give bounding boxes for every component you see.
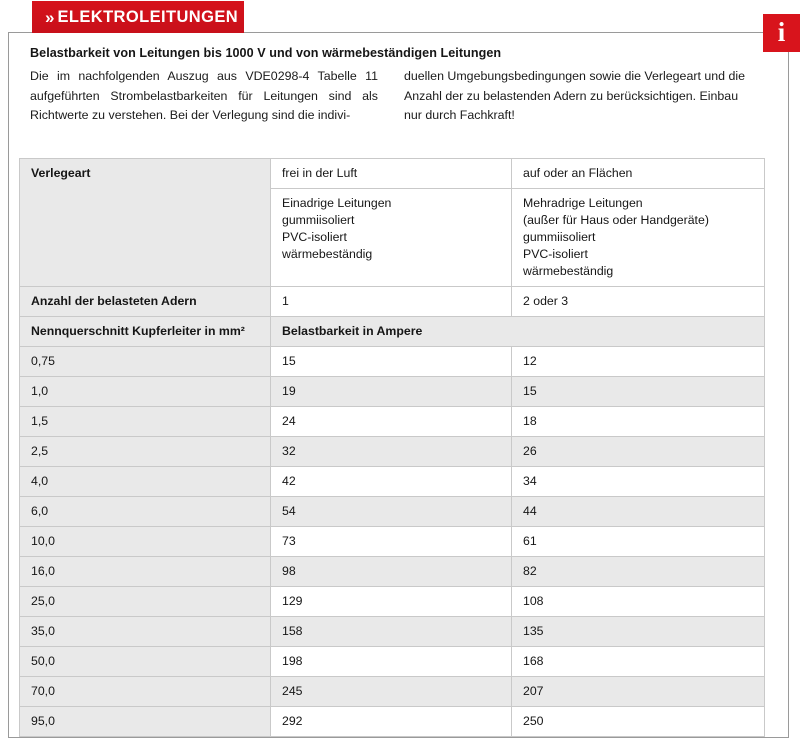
section-title: ELEKTROLEITUNGEN [57, 7, 239, 26]
cell-on_surface: 61 [511, 526, 765, 557]
intro-block: Belastbarkeit von Leitungen bis 1000 V u… [30, 46, 752, 126]
table-row-verlegeart: Verlegeart frei in der Luft auf oder an … [19, 158, 765, 287]
cell-adern-free-air: 1 [270, 286, 512, 317]
cell-free_air: 54 [270, 496, 512, 527]
cell-free_air: 19 [270, 376, 512, 407]
cell-adern-label: Anzahl der belasteten Adern [19, 286, 271, 317]
cell-on_surface: 168 [511, 646, 765, 677]
table-row: 70,0 245 207 [19, 676, 765, 707]
cell-cross_section: 95,0 [19, 706, 271, 737]
cell-free_air: 129 [270, 586, 512, 617]
intro-column-left: Die im nachfolgenden Auszug aus VDE0298-… [30, 67, 378, 126]
cell-on_surface: 82 [511, 556, 765, 587]
cell-cross_section: 70,0 [19, 676, 271, 707]
cell-on_surface: 135 [511, 616, 765, 647]
cell-free_air: 15 [270, 346, 512, 377]
table-data-body: 0,75 15 12 1,0 19 15 1,5 24 18 2,5 32 26 4,0 42 34 6,0 5… [19, 346, 765, 737]
cell-cross_section: 4,0 [19, 466, 271, 497]
table-row: 1,0 19 15 [19, 376, 765, 407]
cell-cross_section: 1,5 [19, 406, 271, 437]
cell-types-on-surface: Mehradrige Leitungen (außer für Haus ode… [511, 188, 765, 287]
cell-on_surface: 18 [511, 406, 765, 437]
cell-cross_section: 6,0 [19, 496, 271, 527]
table-row-nennquerschnitt: Nennquerschnitt Kupferleiter in mm² Bela… [19, 316, 765, 347]
cell-free_air: 42 [270, 466, 512, 497]
cell-on_surface: 44 [511, 496, 765, 527]
intro-column-right: duellen Umgebungsbedingungen sowie die V… [404, 67, 752, 126]
cell-verlegeart-free-air: frei in der Luft [270, 158, 512, 189]
intro-text-right: duellen Umgebungsbedingungen sowie die V… [404, 69, 745, 122]
cell-belastbarkeit-label: Belastbarkeit in Ampere [270, 316, 765, 347]
table-row: 2,5 32 26 [19, 436, 765, 467]
cell-on_surface: 15 [511, 376, 765, 407]
cell-verlegeart-label: Verlegeart [19, 158, 271, 287]
cell-free_air: 158 [270, 616, 512, 647]
cell-cross_section: 35,0 [19, 616, 271, 647]
ampacity-table: Verlegeart frei in der Luft auf oder an … [19, 158, 765, 737]
table-row: 6,0 54 44 [19, 496, 765, 527]
intro-text-left: Die im nachfolgenden Auszug aus VDE0298-… [30, 69, 378, 122]
cell-types-free-air: Einadrige Leitungen gummiisoliert PVC-is… [270, 188, 512, 287]
cell-on_surface: 34 [511, 466, 765, 497]
cell-cross_section: 2,5 [19, 436, 271, 467]
info-glyph: i [777, 16, 786, 47]
intro-heading: Belastbarkeit von Leitungen bis 1000 V u… [30, 46, 502, 60]
table-row-types: Einadrige Leitungen gummiisoliert PVC-is… [20, 188, 765, 287]
table-row: 95,0 292 250 [19, 706, 765, 737]
table-row-adern: Anzahl der belasteten Adern 1 2 oder 3 [19, 286, 765, 317]
cell-free_air: 32 [270, 436, 512, 467]
table-row: 25,0 129 108 [19, 586, 765, 617]
table-body: Verlegeart frei in der Luft auf oder an … [19, 158, 765, 347]
cell-on_surface: 250 [511, 706, 765, 737]
table-row: 35,0 158 135 [19, 616, 765, 647]
cell-cross_section: 25,0 [19, 586, 271, 617]
cell-nennquerschnitt-label: Nennquerschnitt Kupferleiter in mm² [19, 316, 271, 347]
table-row: 4,0 42 34 [19, 466, 765, 497]
cell-free_air: 292 [270, 706, 512, 737]
cell-free_air: 24 [270, 406, 512, 437]
section-banner: » ELEKTROLEITUNGEN [32, 1, 244, 33]
cell-cross_section: 50,0 [19, 646, 271, 677]
cell-free_air: 198 [270, 646, 512, 677]
cell-on_surface: 207 [511, 676, 765, 707]
cell-free_air: 98 [270, 556, 512, 587]
cell-cross_section: 10,0 [19, 526, 271, 557]
cell-cross_section: 0,75 [19, 346, 271, 377]
cell-cross_section: 16,0 [19, 556, 271, 587]
table-row: 0,75 15 12 [19, 346, 765, 377]
chevron-double-right-icon: » [45, 7, 55, 27]
cell-adern-on-surface: 2 oder 3 [511, 286, 765, 317]
cell-on_surface: 108 [511, 586, 765, 617]
table-row: 50,0 198 168 [19, 646, 765, 677]
info-icon[interactable]: i [763, 14, 800, 52]
cell-cross_section: 1,0 [19, 376, 271, 407]
cell-on_surface: 12 [511, 346, 765, 377]
table-row: 1,5 24 18 [19, 406, 765, 437]
intro-columns: Die im nachfolgenden Auszug aus VDE0298-… [30, 67, 752, 126]
cell-free_air: 73 [270, 526, 512, 557]
cell-verlegeart-on-surface: auf oder an Flächen [511, 158, 765, 189]
cell-free_air: 245 [270, 676, 512, 707]
table-row: 16,0 98 82 [19, 556, 765, 587]
table-row: 10,0 73 61 [19, 526, 765, 557]
cell-on_surface: 26 [511, 436, 765, 467]
